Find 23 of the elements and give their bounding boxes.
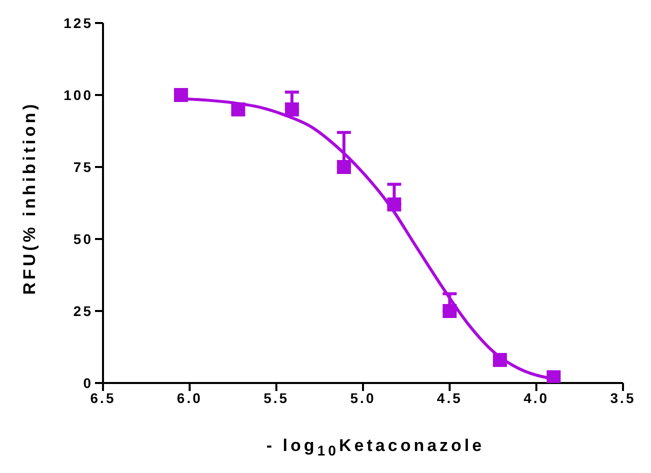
x-tick-label: 5.5 <box>264 390 290 406</box>
point <box>442 304 457 318</box>
x-tick-label: 6.5 <box>90 390 116 406</box>
x-tick-label: 3.5 <box>610 390 636 406</box>
x-tick-label: 6.0 <box>176 390 202 406</box>
y-tick-label: 100 <box>64 86 93 103</box>
x-axis-title: - log$_{10}$Ketaconazole <box>265 436 486 460</box>
y-tick-label: 25 <box>73 302 93 319</box>
point <box>231 102 246 116</box>
y-tick-label: 50 <box>73 230 93 247</box>
point <box>174 88 188 102</box>
point <box>284 102 299 116</box>
x-tick-label: 5.0 <box>350 390 376 406</box>
point <box>492 352 507 367</box>
point <box>387 197 402 212</box>
y-tick-label: 125 <box>64 14 93 31</box>
y-tick-label: 75 <box>73 158 93 175</box>
y-axis-title: RFU(% inhibition) <box>20 101 40 295</box>
point <box>336 160 351 174</box>
y-tick-label: 0 <box>83 374 93 391</box>
x-tick-label: 4.5 <box>436 390 462 406</box>
x-tick-label: 4.0 <box>524 390 550 406</box>
point <box>546 370 561 383</box>
